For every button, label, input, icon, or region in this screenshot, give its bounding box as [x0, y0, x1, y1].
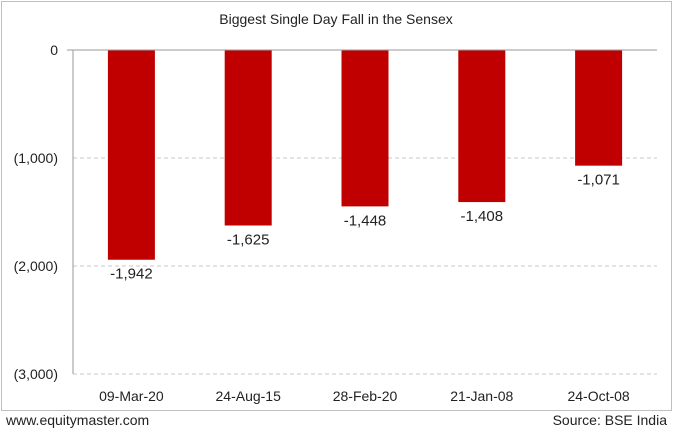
y-tick-label: 0 — [50, 42, 58, 58]
x-tick-label: 28-Feb-20 — [333, 388, 398, 404]
y-tick-label: (1,000) — [14, 150, 58, 166]
data-label: -1,071 — [577, 172, 620, 189]
y-tick-label: (2,000) — [14, 258, 58, 274]
data-label: -1,625 — [227, 232, 270, 249]
y-axis-ticks: 0 (1,000) (2,000) (3,000) — [14, 42, 59, 382]
y-tick-label: (3,000) — [14, 366, 58, 382]
footer-website: www.equitymaster.com — [6, 412, 150, 428]
bar — [458, 50, 506, 203]
chart-box: Biggest Single Day Fall in the Sensex 0 (… — [1, 1, 672, 411]
bar — [341, 50, 389, 207]
data-label: -1,448 — [344, 212, 387, 229]
gridlines — [73, 157, 657, 375]
data-label: -1,408 — [461, 208, 504, 225]
chart-title: Biggest Single Day Fall in the Sensex — [219, 11, 452, 27]
footer-source: Source: BSE India — [552, 412, 667, 428]
bar-chart: Biggest Single Day Fall in the Sensex 0 (… — [14, 11, 657, 404]
bar — [224, 50, 272, 226]
bars — [107, 50, 623, 260]
x-tick-label: 09-Mar-20 — [99, 388, 164, 404]
data-label: -1,942 — [110, 266, 153, 283]
bar — [107, 50, 155, 260]
x-tick-label: 24-Aug-15 — [216, 388, 282, 404]
x-tick-label: 21-Jan-08 — [450, 388, 513, 404]
x-axis-ticks: 09-Mar-20 24-Aug-15 28-Feb-20 21-Jan-08 24-O… — [99, 388, 630, 404]
bar — [575, 50, 623, 166]
x-tick-label: 24-Oct-08 — [567, 388, 629, 404]
data-labels: -1,942 -1,625 -1,448 -1,408 -1,071 — [110, 172, 620, 283]
